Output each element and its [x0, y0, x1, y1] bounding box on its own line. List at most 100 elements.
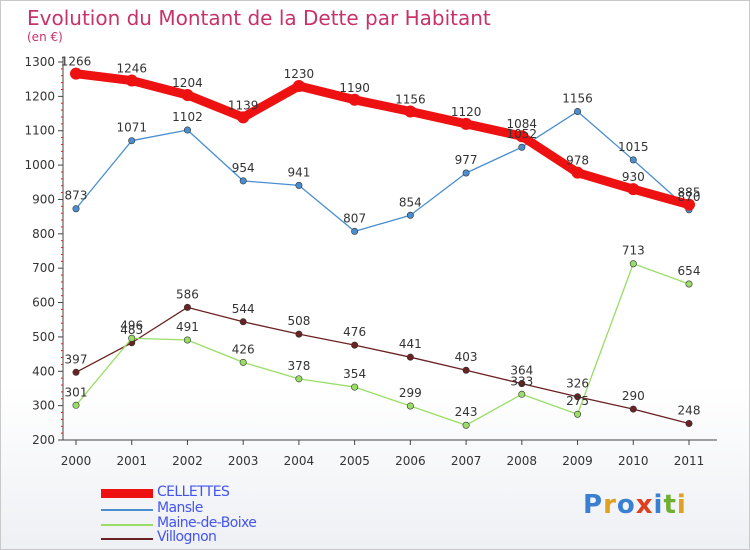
data-point-maine-de-boixe — [183, 336, 191, 344]
data-label-mansle: 1102 — [172, 110, 203, 124]
series-line-mansle — [75, 110, 690, 233]
data-point-villognon — [629, 405, 637, 413]
data-point-mansle — [574, 107, 582, 115]
series-line-villognon — [75, 306, 690, 425]
y-tick-label: 400 — [32, 364, 55, 378]
data-label-villognon: 586 — [176, 287, 199, 301]
legend-label: Villognon — [157, 529, 217, 545]
data-label-villognon: 248 — [678, 404, 701, 418]
legend-swatch — [101, 509, 153, 511]
data-point-mansle — [629, 156, 637, 164]
legend-label: Mansle — [157, 500, 203, 516]
data-point-mansle — [462, 169, 470, 177]
data-point-maine-de-boixe — [295, 375, 303, 383]
data-point-cellettes — [348, 93, 361, 106]
x-tick-label: 2009 — [562, 454, 593, 468]
data-label-maine-de-boixe: 333 — [510, 374, 533, 388]
x-tick-label: 2004 — [284, 454, 315, 468]
data-point-mansle — [72, 205, 80, 213]
logo-letter: i — [676, 490, 687, 520]
data-point-maine-de-boixe — [518, 390, 526, 398]
data-label-cellettes: 1230 — [284, 67, 315, 81]
x-tick-label: 2011 — [674, 454, 705, 468]
proxiti-logo: Proxiti — [583, 490, 687, 520]
data-point-cellettes — [70, 67, 82, 80]
data-label-mansle: 941 — [287, 165, 310, 179]
data-point-villognon — [351, 341, 359, 349]
x-tick-label: 2001 — [116, 454, 147, 468]
logo-letter: x — [635, 490, 654, 520]
x-tick-label: 2003 — [228, 454, 259, 468]
data-label-cellettes: 1204 — [172, 76, 203, 90]
data-point-villognon — [518, 380, 526, 388]
data-point-mansle — [239, 177, 247, 185]
y-tick-label: 1100 — [24, 124, 55, 138]
data-label-maine-de-boixe: 378 — [287, 359, 310, 373]
y-tick-label: 600 — [32, 296, 55, 310]
data-point-villognon — [72, 368, 80, 376]
data-point-cellettes — [125, 74, 138, 87]
data-label-villognon: 508 — [287, 314, 310, 328]
y-tick-label: 900 — [32, 192, 55, 206]
data-label-maine-de-boixe: 301 — [65, 385, 88, 399]
data-point-villognon — [183, 303, 191, 311]
data-point-maine-de-boixe — [462, 421, 470, 429]
data-label-maine-de-boixe: 243 — [455, 405, 478, 419]
data-label-villognon: 403 — [455, 350, 478, 364]
y-tick-label: 1200 — [24, 89, 55, 103]
data-label-mansle: 1071 — [116, 121, 147, 135]
data-label-mansle: 1156 — [562, 91, 593, 105]
data-label-maine-de-boixe: 299 — [399, 386, 422, 400]
data-label-cellettes: 1084 — [507, 117, 538, 131]
data-point-cellettes — [683, 198, 695, 211]
data-point-mansle — [351, 227, 359, 235]
logo-letter: o — [616, 490, 636, 520]
data-label-cellettes: 978 — [566, 154, 589, 168]
data-point-villognon — [574, 393, 582, 401]
data-label-mansle: 873 — [65, 189, 88, 203]
chart-title: Evolution du Montant de la Dette par Hab… — [27, 6, 491, 30]
data-point-maine-de-boixe — [351, 383, 359, 391]
logo-letter: r — [603, 490, 617, 520]
data-label-cellettes: 1120 — [451, 105, 482, 119]
data-label-maine-de-boixe: 354 — [343, 367, 366, 381]
data-label-villognon: 476 — [343, 325, 366, 339]
data-point-mansle — [183, 126, 191, 134]
data-point-cellettes — [627, 183, 640, 196]
data-point-maine-de-boixe — [574, 410, 582, 418]
y-tick-label: 700 — [32, 261, 55, 275]
data-label-cellettes: 1139 — [228, 98, 259, 112]
data-point-cellettes — [571, 166, 584, 179]
data-label-villognon: 326 — [566, 377, 589, 391]
x-tick-label: 2007 — [451, 454, 482, 468]
data-label-villognon: 544 — [232, 302, 255, 316]
data-label-mansle: 1015 — [618, 140, 649, 154]
x-tick-label: 2008 — [507, 454, 538, 468]
data-label-villognon: 364 — [510, 364, 533, 378]
y-tick-label: 800 — [32, 227, 55, 241]
data-label-mansle: 854 — [399, 195, 422, 209]
data-label-cellettes: 1156 — [395, 92, 426, 106]
data-point-maine-de-boixe — [685, 280, 693, 288]
data-label-maine-de-boixe: 275 — [566, 394, 589, 408]
legend-swatch — [101, 524, 153, 526]
data-label-mansle: 1052 — [507, 127, 538, 141]
y-tick-label: 500 — [32, 330, 55, 344]
data-point-cellettes — [460, 117, 473, 130]
legend-swatch — [101, 538, 153, 540]
legend-label: CELLETTES — [157, 484, 230, 500]
data-label-villognon: 397 — [65, 352, 88, 366]
data-point-maine-de-boixe — [239, 358, 247, 366]
x-tick-label: 2002 — [172, 454, 203, 468]
x-tick-label: 2000 — [61, 454, 92, 468]
y-tick-label: 1300 — [24, 55, 55, 69]
data-label-maine-de-boixe: 713 — [622, 244, 645, 258]
data-label-maine-de-boixe: 496 — [120, 318, 143, 332]
x-tick-label: 2010 — [618, 454, 649, 468]
legend-label: Maine-de-Boixe — [157, 515, 257, 531]
data-point-maine-de-boixe — [72, 401, 80, 409]
data-label-mansle: 807 — [343, 211, 366, 225]
y-tick-label: 200 — [32, 433, 55, 447]
data-point-villognon — [462, 366, 470, 374]
